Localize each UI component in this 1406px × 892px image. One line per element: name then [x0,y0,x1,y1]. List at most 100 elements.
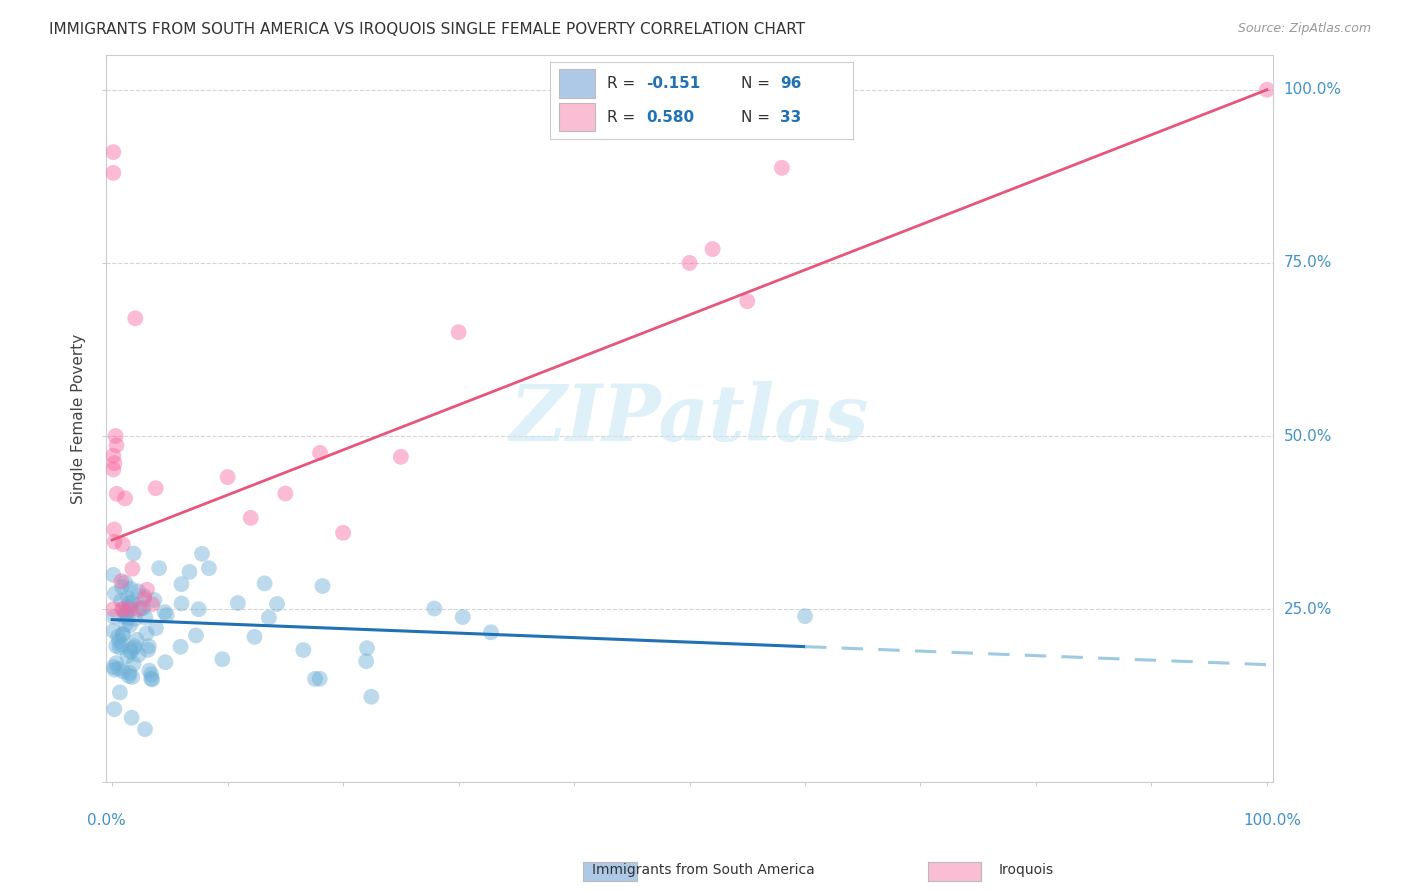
Point [118,665,141,680]
Point [191,547,214,561]
Point [112,665,135,679]
Point [155,655,177,669]
Point [108,685,131,699]
Point [187,602,209,616]
Point [110,637,132,651]
Point [678,256,700,270]
Point [121,670,143,684]
Point [105,656,128,670]
Point [423,601,446,615]
Point [124,612,146,626]
Point [239,511,262,525]
Point [257,610,280,624]
Point [128,648,150,662]
Text: 50.0%: 50.0% [1284,428,1331,443]
Point [108,640,131,655]
Point [103,449,125,463]
Point [211,652,233,666]
Point [332,525,354,540]
Point [136,582,159,597]
Point [311,579,333,593]
Point [125,632,148,647]
Point [134,722,156,736]
Point [122,657,145,671]
Point [103,456,125,470]
Point [170,577,193,591]
Point [451,610,474,624]
Point [120,598,142,612]
Point [120,643,142,657]
Point [110,594,132,608]
Point [141,673,163,687]
Point [1256,83,1278,97]
Point [794,609,817,624]
Point [103,567,125,582]
Point [120,645,142,659]
Point [117,611,139,625]
Point [114,605,136,619]
Point [114,575,136,590]
Point [114,491,136,506]
Point [127,584,149,599]
Text: ZIPatlas: ZIPatlas [510,381,869,457]
Point [179,565,201,579]
Point [143,593,166,607]
Point [120,602,142,616]
Point [170,597,193,611]
Point [447,325,470,339]
Point [141,597,163,611]
Point [103,462,125,476]
Point [145,621,167,635]
Point [266,597,288,611]
Point [108,633,131,648]
Point [243,630,266,644]
Text: Immigrants from South America: Immigrants from South America [592,863,814,877]
Point [104,429,127,443]
Point [103,166,125,180]
Point [184,628,207,642]
Point [104,586,127,600]
Point [148,561,170,575]
Point [134,610,156,624]
Point [107,630,129,644]
Point [103,624,125,638]
Point [111,602,134,616]
Point [308,672,330,686]
Point [111,627,134,641]
Point [110,574,132,589]
Point [129,601,152,615]
Point [121,711,143,725]
Point [114,609,136,624]
Point [309,446,332,460]
Point [253,576,276,591]
Point [354,654,377,668]
Point [118,669,141,683]
Point [389,450,412,464]
Point [121,596,143,610]
Point [103,660,125,674]
Point [141,667,163,681]
Point [117,649,139,664]
Point [112,602,135,616]
Point [136,643,159,657]
Y-axis label: Single Female Poverty: Single Female Poverty [72,334,86,504]
Point [114,617,136,632]
Point [479,625,502,640]
Point [356,641,378,656]
Point [135,626,157,640]
Point [141,672,163,686]
Point [226,596,249,610]
Point [134,591,156,606]
Point [132,601,155,615]
Point [115,606,138,620]
Text: IMMIGRANTS FROM SOUTH AMERICA VS IROQUOIS SINGLE FEMALE POVERTY CORRELATION CHAR: IMMIGRANTS FROM SOUTH AMERICA VS IROQUOI… [49,22,806,37]
Point [111,627,134,641]
Point [103,663,125,677]
Point [107,662,129,676]
Point [103,602,125,616]
Point [118,618,141,632]
Text: 100.0%: 100.0% [1284,82,1341,97]
Point [103,145,125,160]
Point [153,605,176,619]
Point [117,591,139,605]
